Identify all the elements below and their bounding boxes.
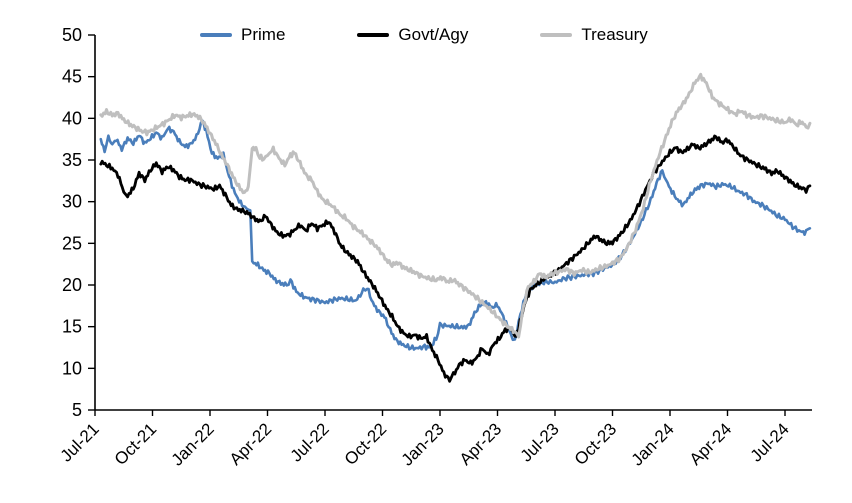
legend-item-govt-agy: Govt/Agy	[357, 26, 468, 43]
x-axis-tick-label: Jan-22	[168, 419, 218, 469]
x-axis-tick-label: Oct-23	[571, 419, 621, 469]
x-axis-tick-label: Jul-21	[57, 419, 103, 465]
y-axis-tick-label: 35	[62, 150, 82, 170]
x-axis-tick-label: Jan-23	[398, 419, 448, 469]
legend-swatch-govt-agy-icon	[357, 32, 390, 37]
x-axis-tick-label: Apr-24	[686, 419, 736, 469]
series-line-prime	[99, 119, 812, 351]
y-axis-tick-label: 30	[62, 192, 82, 212]
y-axis-tick-label: 45	[62, 67, 82, 87]
x-axis-tick-label: Apr-23	[456, 419, 506, 469]
x-axis-tick-label: Jul-22	[287, 419, 333, 465]
x-axis-tick-label: Oct-21	[111, 419, 161, 469]
legend-label-prime: Prime	[241, 25, 286, 44]
legend-swatch-treasury-icon	[540, 32, 573, 37]
series-line-govt-agy	[99, 134, 812, 383]
x-axis-tick-label: Jul-23	[517, 419, 563, 465]
x-axis-tick-label: Oct-22	[341, 419, 391, 469]
y-axis-tick-label: 15	[62, 317, 82, 337]
chart-legend: Prime Govt/Agy Treasury	[200, 26, 648, 43]
legend-item-treasury: Treasury	[540, 25, 648, 44]
y-axis-tick-label: 10	[62, 358, 82, 378]
series-line-treasury	[99, 72, 812, 339]
x-axis-tick-label: Jul-24	[747, 419, 793, 465]
y-axis-tick-label: 25	[62, 233, 82, 253]
x-axis-tick-label: Jan-24	[628, 419, 678, 469]
y-axis-tick-label: 20	[62, 275, 82, 295]
legend-swatch-prime-icon	[200, 32, 232, 37]
legend-label-treasury: Treasury	[581, 25, 648, 44]
y-axis-tick-label: 50	[62, 25, 82, 45]
legend-item-prime: Prime	[200, 26, 285, 43]
x-axis-tick-label: Apr-22	[226, 419, 276, 469]
y-axis-tick-label: 5	[72, 400, 82, 420]
legend-label-govt-agy: Govt/Agy	[398, 25, 469, 44]
y-axis-tick-label: 40	[62, 108, 82, 128]
